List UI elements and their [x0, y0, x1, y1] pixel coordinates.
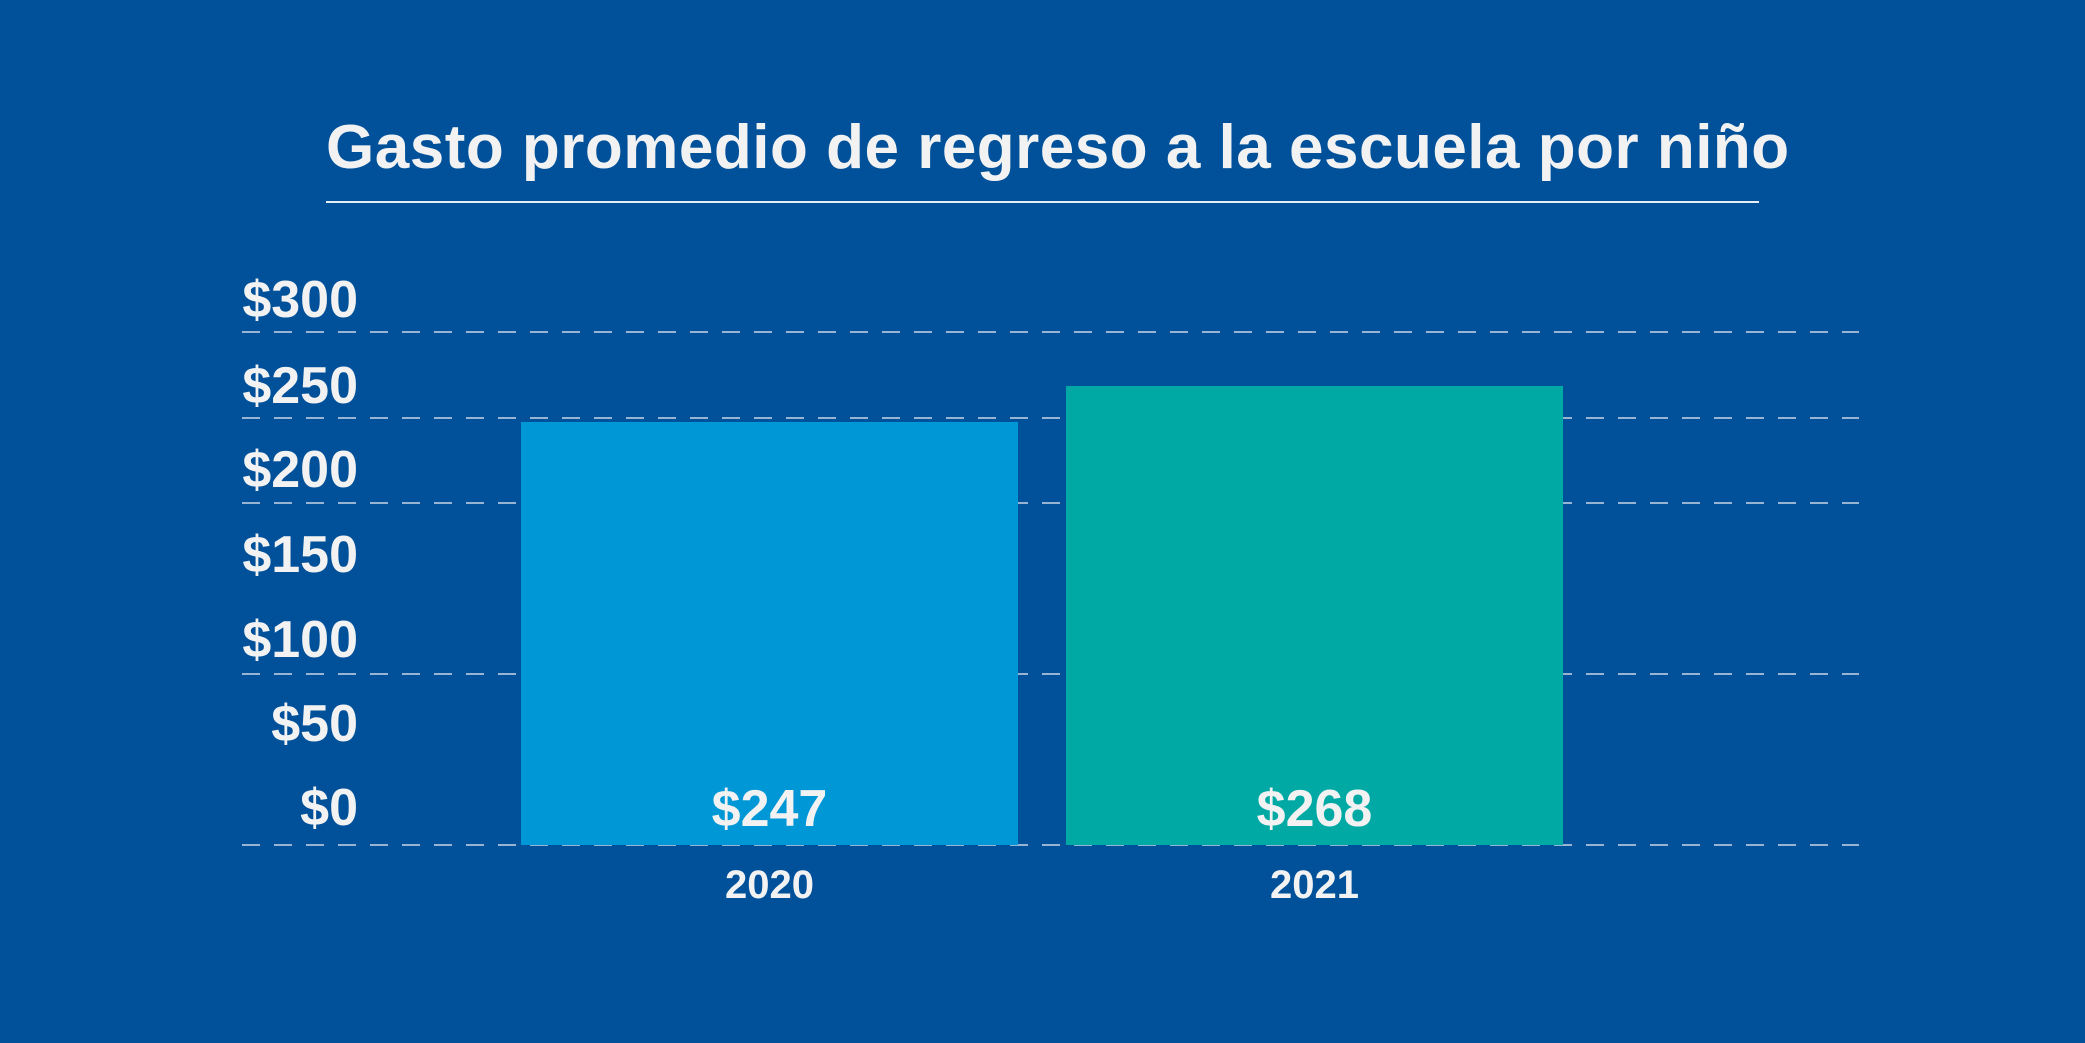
bar-2021	[1066, 385, 1563, 845]
y-tick-label: $50	[271, 695, 358, 753]
y-tick-label: $250	[242, 357, 358, 415]
chart-title: Gasto promedio de regreso a la escuela p…	[326, 113, 1790, 182]
value-label: $268	[1257, 780, 1373, 838]
x-tick-label: 2020	[725, 863, 814, 907]
bar-2020	[521, 421, 1018, 845]
y-tick-label: $200	[242, 441, 358, 499]
y-tick-label: $150	[242, 526, 358, 584]
y-tick-label: $300	[242, 271, 358, 329]
y-tick-label: $100	[242, 611, 358, 669]
y-tick-label: $0	[300, 779, 358, 837]
x-tick-label: 2021	[1270, 863, 1359, 907]
title-underline	[326, 201, 1759, 203]
value-label: $247	[712, 780, 828, 838]
